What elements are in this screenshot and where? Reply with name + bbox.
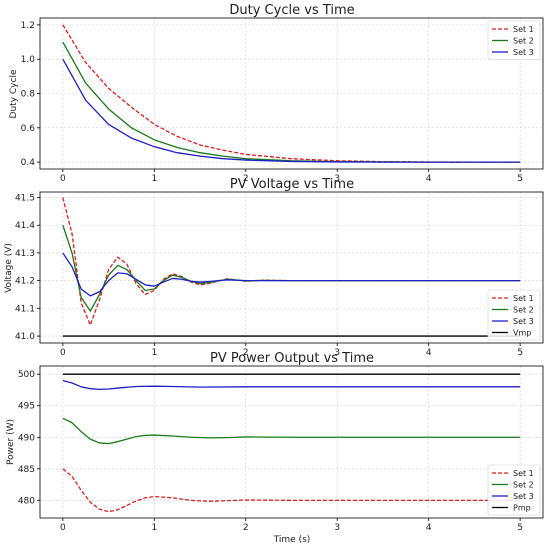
- series-line-set-2: [62, 41, 521, 163]
- series-group: [62, 24, 521, 163]
- series-line-set-1: [62, 468, 521, 513]
- x-tick-label: 4: [426, 523, 432, 533]
- panel-title: PV Power Output vs Time: [210, 351, 374, 366]
- x-tick-label: 3: [334, 174, 340, 184]
- x-tick-label: 5: [517, 348, 523, 358]
- series-line-set-3: [62, 58, 521, 163]
- y-tick-label: 41.5: [15, 194, 35, 204]
- legend-entry: Set 3: [513, 317, 534, 326]
- y-tick-label: 41.3: [15, 249, 35, 259]
- y-tick-label: 0.8: [21, 90, 36, 100]
- y-tick-label: 1.0: [21, 55, 36, 65]
- legend-box: [487, 20, 541, 60]
- x-tick-label: 1: [151, 174, 157, 184]
- plot-frame: [39, 365, 544, 519]
- pv-power-panel: PV Power Output vs Time Power (W) Time (…: [6, 351, 544, 545]
- series-line-set-1: [62, 24, 521, 163]
- y-tick-label: 41.2: [15, 277, 35, 287]
- legend-entry: Set 2: [513, 481, 534, 490]
- series-group: [62, 197, 521, 337]
- legend-box: [487, 289, 541, 341]
- y-tick-label: 500: [18, 370, 35, 380]
- x-tick-label: 2: [243, 523, 249, 533]
- y-tick-label: 0.6: [21, 124, 36, 134]
- x-axis-label: Time (s): [273, 535, 311, 545]
- x-tick-label: 3: [334, 523, 340, 533]
- series-line-set-2: [62, 417, 521, 445]
- series-group: [62, 373, 521, 513]
- duty-cycle-panel: Duty Cycle vs Time Duty Cycle 0 1 2 3 4 5 0.4 0…: [9, 3, 544, 184]
- y-tick-label: 41.4: [15, 221, 35, 231]
- legend: Set 1 Set 2 Set 3 Vmp: [487, 289, 541, 341]
- legend: Set 1 Set 2 Set 3 Pmp: [487, 464, 541, 516]
- series-line-set-3: [62, 252, 521, 297]
- x-tick-label: 0: [60, 523, 66, 533]
- series-line-set-1: [62, 197, 521, 326]
- y-tick-label: 490: [18, 433, 35, 443]
- y-axis-label: Duty Cycle: [9, 69, 19, 118]
- y-tick-label: 41.1: [15, 304, 35, 314]
- legend-entry: Set 2: [513, 306, 534, 315]
- x-tick-label: 0: [60, 348, 66, 358]
- y-axis-label: Voltage (V): [4, 243, 14, 293]
- pv-voltage-panel: PV Voltage vs Time Voltage (V) 0 1 2 3 4 5 41.…: [4, 177, 544, 358]
- x-tick-label: 5: [517, 174, 523, 184]
- plot-frame: [39, 191, 544, 344]
- y-tick-label: 1.2: [21, 21, 35, 31]
- y-tick-label: 485: [18, 465, 35, 475]
- x-tick-label: 4: [426, 174, 432, 184]
- legend-entry: Set 3: [513, 492, 534, 501]
- panel-title: PV Voltage vs Time: [230, 177, 354, 192]
- legend-entry: Vmp: [513, 329, 531, 338]
- x-tick-label: 1: [151, 523, 157, 533]
- x-tick-label: 2: [243, 174, 249, 184]
- x-tick-label: 1: [151, 348, 157, 358]
- legend-entry: Set 1: [513, 294, 534, 303]
- legend-entry: Set 1: [513, 469, 534, 478]
- series-line-set-2: [62, 225, 521, 312]
- legend-entry: Set 2: [513, 37, 534, 46]
- plot-frame: [39, 17, 544, 170]
- legend-entry: Pmp: [513, 504, 531, 513]
- legend-entry: Set 3: [513, 48, 534, 57]
- y-tick-label: 41.0: [15, 332, 35, 342]
- legend-entry: Set 1: [513, 25, 534, 34]
- x-tick-label: 0: [60, 174, 66, 184]
- y-axis-label: Power (W): [6, 419, 16, 465]
- x-tick-label: 2: [243, 348, 249, 358]
- y-tick-label: 480: [18, 496, 35, 506]
- x-tick-label: 5: [517, 523, 523, 533]
- legend-box: [487, 464, 541, 516]
- legend: Set 1 Set 2 Set 3: [487, 20, 541, 60]
- x-tick-label: 4: [426, 348, 432, 358]
- y-tick-label: 495: [18, 402, 35, 412]
- series-line-set-3: [62, 379, 521, 390]
- y-tick-label: 0.4: [21, 158, 36, 168]
- panel-title: Duty Cycle vs Time: [229, 3, 354, 18]
- x-tick-label: 3: [334, 348, 340, 358]
